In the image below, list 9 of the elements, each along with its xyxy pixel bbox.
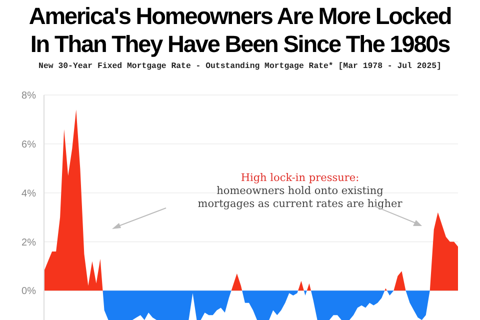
y-tick-label: 2%: [22, 237, 36, 248]
annotation: homeowners hold onto existing mortgages as current rates are higher: [196, 185, 404, 211]
y-tick-label: 6%: [22, 139, 36, 150]
y-tick-label: 0%: [22, 286, 36, 298]
chart-subtitle: New 30-Year Fixed Mortgage Rate - Outstanding Mortgage Rate* [Mar 1978 - Jul 2025]: [38, 62, 442, 71]
annotation: High lock-in pressure:: [240, 172, 360, 185]
y-tick-label: 8%: [22, 90, 36, 102]
chart-title: America's Homeowners Are More Locked In Than They Have Been Since The 1980s: [28, 2, 452, 58]
y-tick-label: 4%: [22, 188, 36, 200]
